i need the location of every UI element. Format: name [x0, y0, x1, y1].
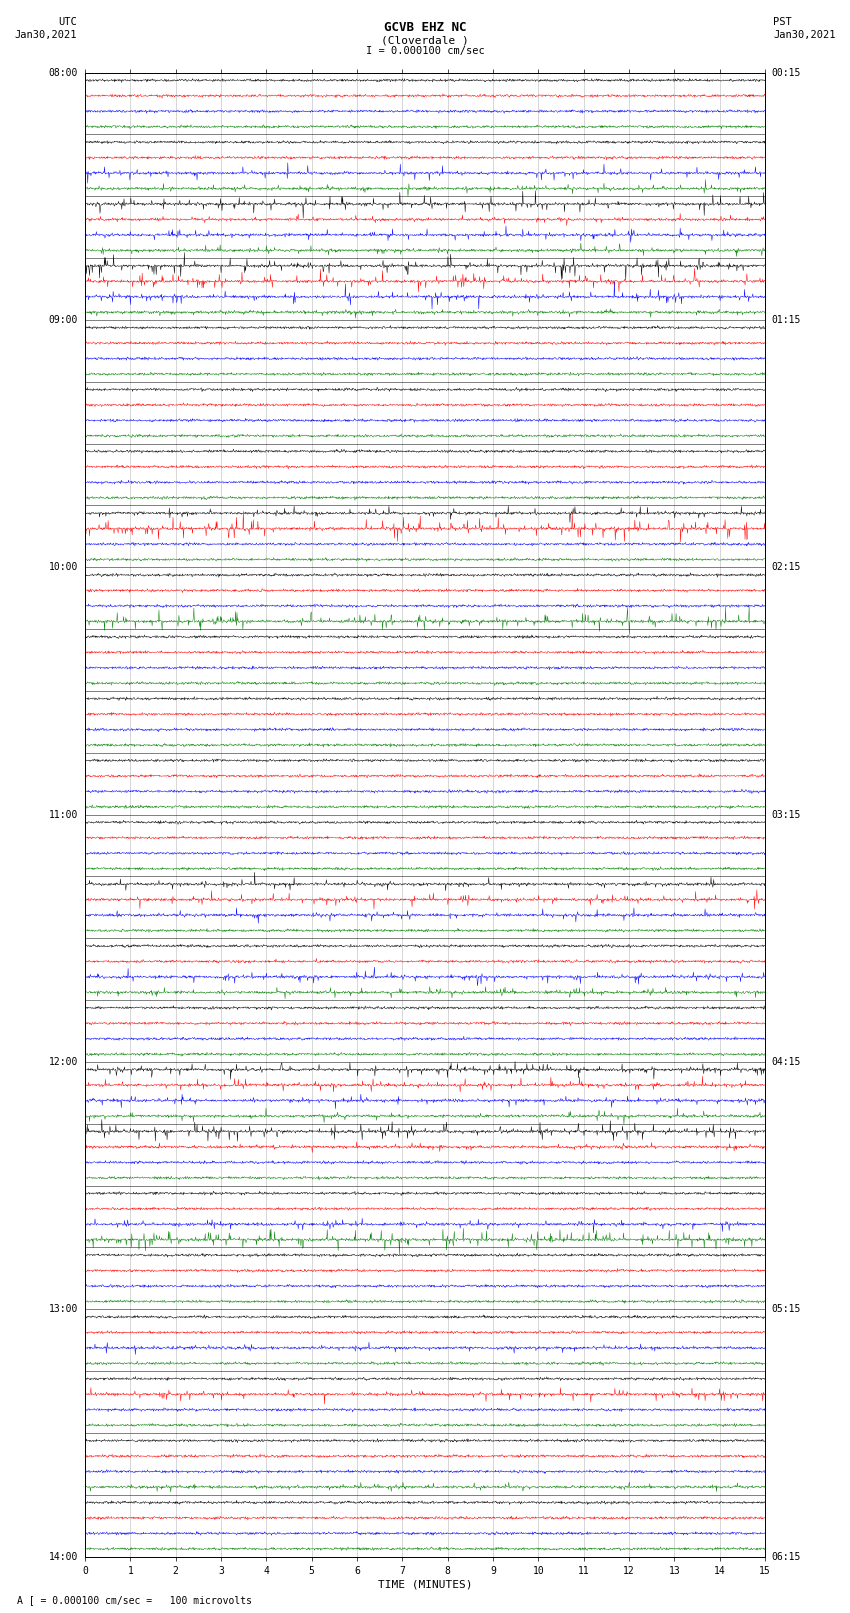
Text: 00:15: 00:15: [772, 68, 802, 77]
Text: 03:15: 03:15: [772, 810, 802, 819]
Text: 12:00: 12:00: [48, 1057, 78, 1066]
Text: Jan30,2021: Jan30,2021: [774, 31, 836, 40]
Text: GCVB EHZ NC: GCVB EHZ NC: [383, 21, 467, 34]
Text: 04:15: 04:15: [772, 1057, 802, 1066]
Text: 02:15: 02:15: [772, 563, 802, 573]
Text: 14:00: 14:00: [48, 1552, 78, 1561]
Text: PST: PST: [774, 18, 792, 27]
Text: 06:15: 06:15: [772, 1552, 802, 1561]
Text: I = 0.000100 cm/sec: I = 0.000100 cm/sec: [366, 47, 484, 56]
Text: (Cloverdale ): (Cloverdale ): [381, 35, 469, 45]
Text: 13:00: 13:00: [48, 1305, 78, 1315]
Text: Jan30,2021: Jan30,2021: [14, 31, 76, 40]
Text: 01:15: 01:15: [772, 315, 802, 324]
Text: 08:00: 08:00: [48, 68, 78, 77]
Text: 11:00: 11:00: [48, 810, 78, 819]
Text: UTC: UTC: [58, 18, 76, 27]
Text: A [ = 0.000100 cm/sec =   100 microvolts: A [ = 0.000100 cm/sec = 100 microvolts: [17, 1595, 252, 1605]
X-axis label: TIME (MINUTES): TIME (MINUTES): [377, 1579, 473, 1590]
Text: 05:15: 05:15: [772, 1305, 802, 1315]
Text: 09:00: 09:00: [48, 315, 78, 324]
Text: 10:00: 10:00: [48, 563, 78, 573]
